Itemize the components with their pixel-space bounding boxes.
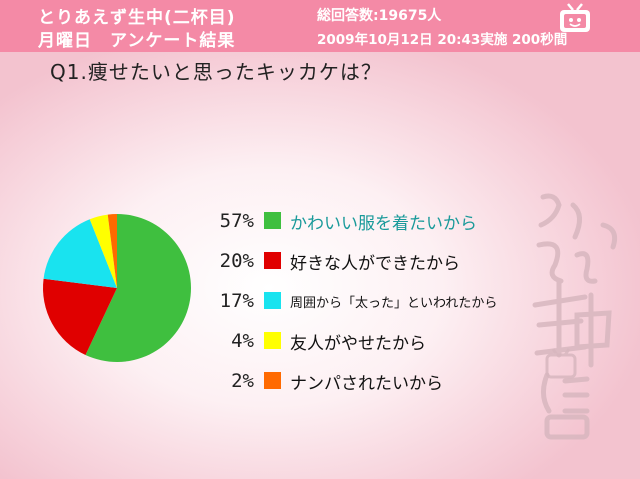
pie-slice [85,214,191,363]
legend-percent: 20% [219,250,254,272]
header-bar: とりあえず生中(二杯目) 月曜日 アンケート結果 総回答数:19675人 200… [0,0,640,52]
pie-slice [89,214,117,288]
survey-subtitle: 月曜日 アンケート結果 [38,31,236,51]
legend-label: ナンパされたいから [290,374,443,394]
legend-percent: 57% [219,210,254,232]
tv-icon [560,3,590,32]
legend-percent: 2% [231,370,254,392]
total-responses: 総回答数:19675人 [317,8,442,24]
pie-slice [42,278,117,355]
legend-percent: 17% [219,290,254,312]
pie-slice [107,213,117,288]
legend-swatch [264,372,281,389]
pie-slice [43,219,117,288]
legend-swatch [264,252,281,269]
legend-label: 周囲から「太った」といわれたから [290,296,498,311]
legend-swatch [264,212,281,229]
legend-swatch [264,292,281,309]
legend-label: かわいい服を着たいから [290,214,477,234]
legend-label: 友人がやせたから [290,334,426,354]
legend-swatch [264,332,281,349]
show-title: とりあえず生中(二杯目) [38,8,236,28]
survey-date: 2009年10月12日 20:43実施 200秒間 [317,32,568,48]
legend-percent: 4% [231,330,254,352]
question-text: Q1.痩せたいと思ったキッカケは？ [50,60,382,84]
legend-label: 好きな人ができたから [290,254,460,274]
show-logo-watermark [532,193,618,440]
